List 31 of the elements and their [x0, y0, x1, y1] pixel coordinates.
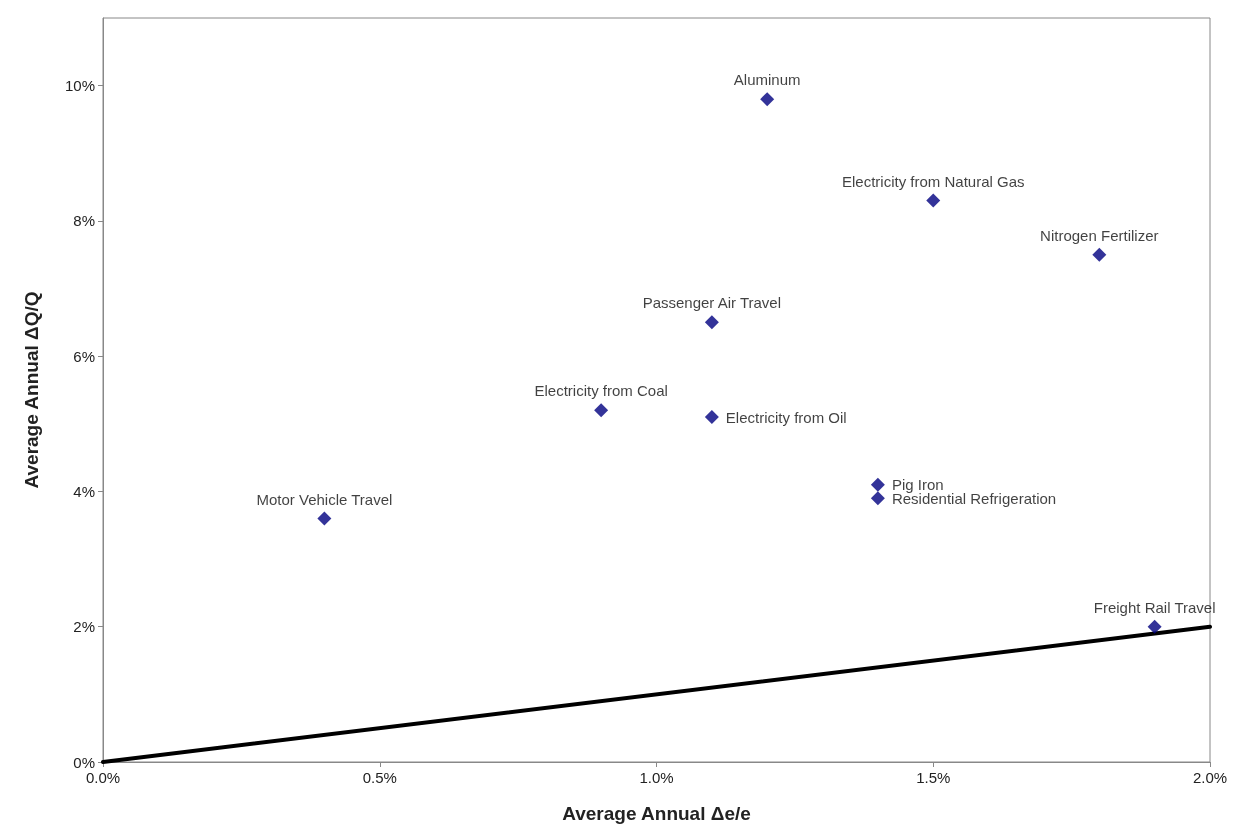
annotation: Freight Rail Travel [1093, 598, 1216, 616]
annotation: Electricity from Natural Gas [841, 172, 1025, 190]
x-tick-label: 0.0% [85, 769, 121, 786]
annotation: Passenger Air Travel [642, 294, 782, 312]
y-tick-label: 2% [73, 618, 95, 636]
annotation: Electricity from Coal [534, 382, 668, 400]
point [870, 477, 885, 492]
point [760, 92, 775, 107]
y-tick-label: 10% [64, 77, 95, 95]
point [704, 315, 719, 330]
point [317, 511, 332, 526]
annotation: Aluminum [733, 71, 801, 89]
y-tick-label: 0% [73, 753, 95, 771]
point [704, 410, 719, 425]
x-axis-title: Average Annual Δe/e [562, 803, 751, 824]
point [926, 193, 941, 208]
point [594, 403, 609, 418]
x-tick-label: 0.5% [362, 769, 397, 786]
y-tick-label: 6% [73, 347, 95, 365]
point [1147, 619, 1162, 634]
y-tick-label: 4% [73, 482, 95, 500]
x-tick-label: 1.5% [916, 769, 951, 786]
x-tick-label: 2.0% [1192, 769, 1228, 786]
x-tick-label: 1.0% [639, 769, 674, 786]
point [1092, 247, 1107, 262]
annotation: Nitrogen Fertilizer [1040, 226, 1159, 244]
annotation: Electricity from Oil [725, 408, 847, 426]
point [870, 491, 885, 506]
y-tick-label: 8% [73, 212, 95, 230]
y-axis-title: Average Annual ΔQ/Q [21, 291, 42, 489]
annotation: Motor Vehicle Travel [256, 490, 393, 508]
